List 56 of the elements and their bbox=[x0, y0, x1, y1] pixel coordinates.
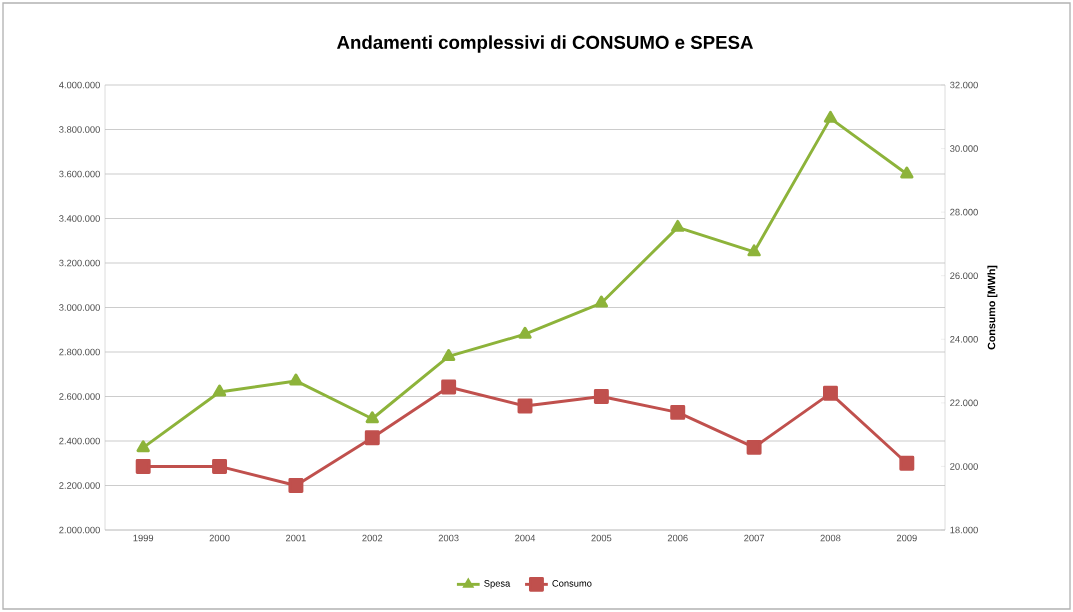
y-tick-label: 2.000.000 bbox=[59, 526, 100, 534]
point bbox=[671, 219, 685, 232]
point bbox=[365, 411, 379, 424]
y-tick-label: 2.200.000 bbox=[59, 482, 100, 489]
y2-tick-label: 20.000 bbox=[950, 463, 978, 470]
point bbox=[212, 458, 228, 474]
point bbox=[441, 379, 457, 395]
x-tick-label: 2009 bbox=[896, 534, 917, 542]
y2-tick-label: 24.000 bbox=[950, 336, 978, 343]
point bbox=[441, 348, 456, 361]
y-tick-label: 3.800.000 bbox=[59, 126, 100, 133]
y-tick-label: 2.800.000 bbox=[59, 348, 100, 356]
point bbox=[899, 455, 915, 471]
y-tick-label: 4.000.000 bbox=[58, 81, 100, 89]
x-tick-label: 2007 bbox=[744, 534, 765, 542]
y2-tick-label: 32.000 bbox=[950, 81, 978, 89]
point bbox=[518, 326, 532, 339]
point bbox=[670, 404, 686, 420]
x-tick-label: 2001 bbox=[285, 534, 306, 542]
y-tick-label: 2.600.000 bbox=[59, 393, 100, 400]
point bbox=[136, 440, 150, 453]
point bbox=[594, 295, 609, 308]
point bbox=[212, 384, 227, 397]
x-tick-label: 1999 bbox=[133, 534, 154, 542]
point bbox=[746, 439, 762, 455]
legend-label: Spesa bbox=[484, 580, 511, 589]
y2-axis-title: Consumo [MWh] bbox=[987, 265, 998, 350]
y2-tick-label: 18.000 bbox=[950, 526, 978, 534]
y-tick-label: 3.600.000 bbox=[59, 170, 100, 178]
point bbox=[900, 166, 914, 179]
x-tick-label: 2002 bbox=[362, 534, 383, 542]
point bbox=[288, 478, 304, 493]
y-tick-label: 3.400.000 bbox=[59, 215, 100, 222]
y2-tick-label: 30.000 bbox=[950, 145, 978, 152]
x-tick-label: 2008 bbox=[820, 534, 841, 542]
y2-tick-label: 22.000 bbox=[950, 399, 978, 407]
point bbox=[364, 430, 380, 446]
y2-tick-label: 26.000 bbox=[950, 272, 978, 280]
x-tick-label: 2004 bbox=[515, 534, 536, 542]
point bbox=[517, 398, 533, 414]
point bbox=[747, 244, 761, 257]
x-tick-label: 2000 bbox=[209, 534, 230, 542]
point bbox=[289, 373, 303, 386]
y-tick-label: 3.000.000 bbox=[59, 304, 100, 311]
x-tick-label: 2006 bbox=[667, 534, 688, 542]
y2-tick-label: 28.000 bbox=[950, 208, 978, 216]
point bbox=[823, 110, 838, 123]
x-tick-label: 2003 bbox=[438, 534, 459, 542]
point bbox=[822, 385, 838, 401]
legend-label: Consumo bbox=[552, 580, 592, 587]
point bbox=[593, 389, 609, 404]
y-tick-label: 3.200.000 bbox=[59, 259, 100, 267]
point bbox=[135, 458, 151, 474]
y-tick-label: 2.400.000 bbox=[59, 437, 100, 445]
x-tick-label: 2005 bbox=[591, 534, 612, 542]
chart-title: Andamenti complessivi di CONSUMO e SPESA bbox=[336, 35, 753, 53]
